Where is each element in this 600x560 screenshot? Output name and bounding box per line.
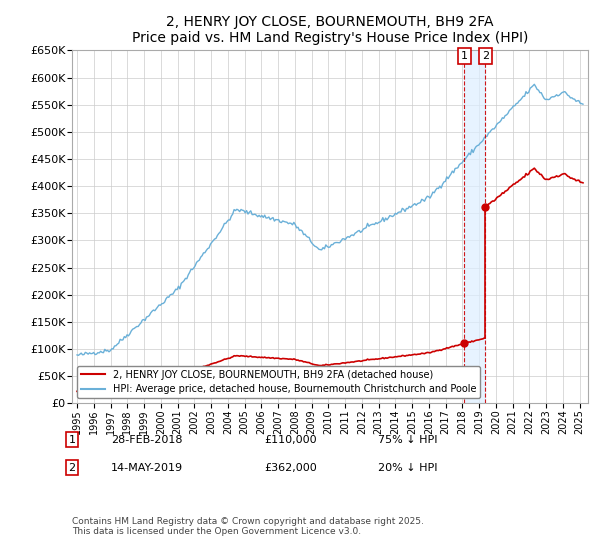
Text: 1: 1 (461, 51, 468, 61)
Text: Contains HM Land Registry data © Crown copyright and database right 2025.
This d: Contains HM Land Registry data © Crown c… (72, 517, 424, 536)
Text: 20% ↓ HPI: 20% ↓ HPI (378, 463, 437, 473)
Text: 2: 2 (482, 51, 489, 61)
Text: £110,000: £110,000 (264, 435, 317, 445)
Title: 2, HENRY JOY CLOSE, BOURNEMOUTH, BH9 2FA
Price paid vs. HM Land Registry's House: 2, HENRY JOY CLOSE, BOURNEMOUTH, BH9 2FA… (132, 15, 528, 45)
Text: 14-MAY-2019: 14-MAY-2019 (111, 463, 183, 473)
Legend: 2, HENRY JOY CLOSE, BOURNEMOUTH, BH9 2FA (detached house), HPI: Average price, d: 2, HENRY JOY CLOSE, BOURNEMOUTH, BH9 2FA… (77, 366, 480, 398)
Text: 1: 1 (68, 435, 76, 445)
Text: 2: 2 (68, 463, 76, 473)
Text: £362,000: £362,000 (264, 463, 317, 473)
Bar (464, 50, 485, 403)
Text: 28-FEB-2018: 28-FEB-2018 (111, 435, 182, 445)
Text: 75% ↓ HPI: 75% ↓ HPI (378, 435, 437, 445)
